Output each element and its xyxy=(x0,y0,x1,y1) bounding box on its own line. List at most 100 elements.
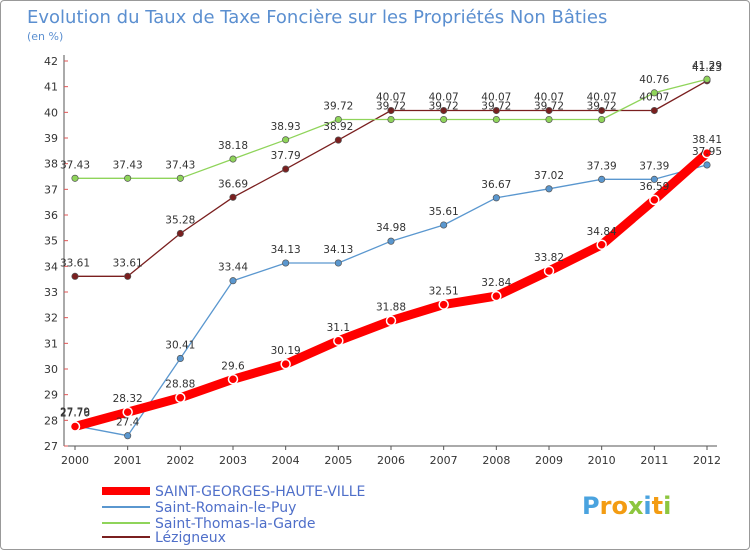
data-point xyxy=(124,432,132,440)
data-point xyxy=(491,290,502,302)
data-label: 39.72 xyxy=(481,101,511,113)
data-point xyxy=(282,136,290,144)
data-label: 28.32 xyxy=(113,393,143,405)
data-point xyxy=(69,421,81,432)
data-point xyxy=(650,89,658,97)
data-point xyxy=(545,115,553,124)
x-tick-label: 2008 xyxy=(482,454,510,467)
y-tick-label: 27 xyxy=(44,440,58,453)
y-tick-label: 32 xyxy=(44,312,58,325)
data-point xyxy=(334,115,342,124)
data-point xyxy=(492,106,500,115)
data-point xyxy=(282,259,290,267)
data-label: 36.69 xyxy=(218,178,248,190)
legend-label: SAINT-GEORGES-HAUTE-VILLE xyxy=(155,484,365,500)
data-label: 37.43 xyxy=(165,159,195,171)
data-point xyxy=(596,239,607,251)
data-label: 39.72 xyxy=(587,101,617,113)
data-label: 33.61 xyxy=(60,257,90,269)
data-point xyxy=(703,161,711,169)
data-label: 31.88 xyxy=(376,302,406,314)
chart-title: Evolution du Taux de Taxe Foncière sur l… xyxy=(27,7,607,28)
data-label: 31.1 xyxy=(327,322,350,334)
data-label: 35.61 xyxy=(429,206,459,218)
data-label: 39.72 xyxy=(376,101,406,113)
logo-letter: o xyxy=(611,492,628,520)
x-tick-label: 2009 xyxy=(535,454,563,467)
data-label: 40.07 xyxy=(587,92,617,104)
data-point xyxy=(71,174,79,182)
data-label: 28.88 xyxy=(165,379,195,391)
data-label: 37.43 xyxy=(113,159,143,171)
data-point xyxy=(598,115,606,124)
legend: SAINT-GEORGES-HAUTE-VILLESaint-Romain-le… xyxy=(102,484,365,546)
logo-letter: i xyxy=(643,492,651,520)
data-label: 33.44 xyxy=(218,262,248,274)
data-point xyxy=(124,272,132,280)
data-point xyxy=(543,265,555,277)
data-point xyxy=(280,358,291,370)
y-tick-label: 40 xyxy=(44,106,58,119)
y-tick-label: 28 xyxy=(44,414,58,427)
data-label: 37.95 xyxy=(692,146,722,158)
series-saint-romain-le-puy xyxy=(71,161,711,440)
data-point xyxy=(333,335,344,347)
y-tick-label: 33 xyxy=(44,286,58,299)
logo-letter: P xyxy=(582,492,600,520)
data-label: 29.6 xyxy=(221,360,245,372)
data-label: 39.72 xyxy=(323,101,353,113)
data-point xyxy=(282,165,290,173)
data-labels: 33.61 33.61 35.28 36.69 37.79 38.92 40.07 40.07… xyxy=(60,60,722,429)
data-point xyxy=(175,392,186,403)
data-label: 34.13 xyxy=(271,244,301,256)
data-label: 37.39 xyxy=(587,160,617,172)
logo-letter: i xyxy=(663,492,671,520)
data-label: 37.43 xyxy=(60,159,90,171)
series-line xyxy=(74,164,708,437)
series-saint-thomas-la-garde xyxy=(71,75,711,182)
data-label: 38.18 xyxy=(218,140,248,152)
data-label: 27.76 xyxy=(60,407,90,419)
data-label: 41.29 xyxy=(692,60,722,72)
data-label: 38.92 xyxy=(323,121,353,133)
data-label: 35.28 xyxy=(165,214,195,226)
data-label: 27.79 xyxy=(60,407,90,419)
y-tick-label: 30 xyxy=(44,363,58,376)
data-point xyxy=(438,299,449,310)
logo-letter: r xyxy=(600,492,612,520)
data-point xyxy=(229,193,237,201)
data-point xyxy=(176,174,184,182)
y-tick-label: 37 xyxy=(44,183,58,196)
data-point xyxy=(650,106,658,115)
data-label: 38.93 xyxy=(271,121,301,133)
data-label: 32.84 xyxy=(481,277,511,289)
data-label: 40.76 xyxy=(639,74,669,86)
x-tick-label: 2000 xyxy=(61,454,89,467)
legend-label: Saint-Romain-le-Puy xyxy=(155,500,296,516)
data-point xyxy=(385,315,397,326)
x-tick-label: 2007 xyxy=(430,454,458,467)
data-point xyxy=(650,175,658,183)
data-label: 40.07 xyxy=(481,92,511,104)
legend-label: Lézigneux xyxy=(155,530,226,546)
x-tick-label: 2001 xyxy=(114,454,142,467)
legend-label: Saint-Thomas-la-Garde xyxy=(155,516,316,532)
data-point xyxy=(440,115,448,124)
data-label: 39.72 xyxy=(534,101,564,113)
data-label: 30.41 xyxy=(165,339,195,351)
data-point xyxy=(703,75,711,83)
data-label: 34.98 xyxy=(376,222,406,234)
data-point xyxy=(701,147,713,159)
data-point xyxy=(649,194,660,206)
y-tick-label: 31 xyxy=(44,337,58,350)
y-tick-label: 34 xyxy=(44,260,58,273)
data-point xyxy=(122,406,133,418)
data-label: 40.07 xyxy=(534,92,564,104)
data-point xyxy=(598,106,606,115)
data-point xyxy=(334,259,342,267)
data-point xyxy=(71,272,79,280)
y-tick-label: 42 xyxy=(44,55,58,68)
logo-letter: t xyxy=(652,492,663,520)
logo-letter: x xyxy=(628,492,644,520)
x-tick-label: 2002 xyxy=(166,454,194,467)
